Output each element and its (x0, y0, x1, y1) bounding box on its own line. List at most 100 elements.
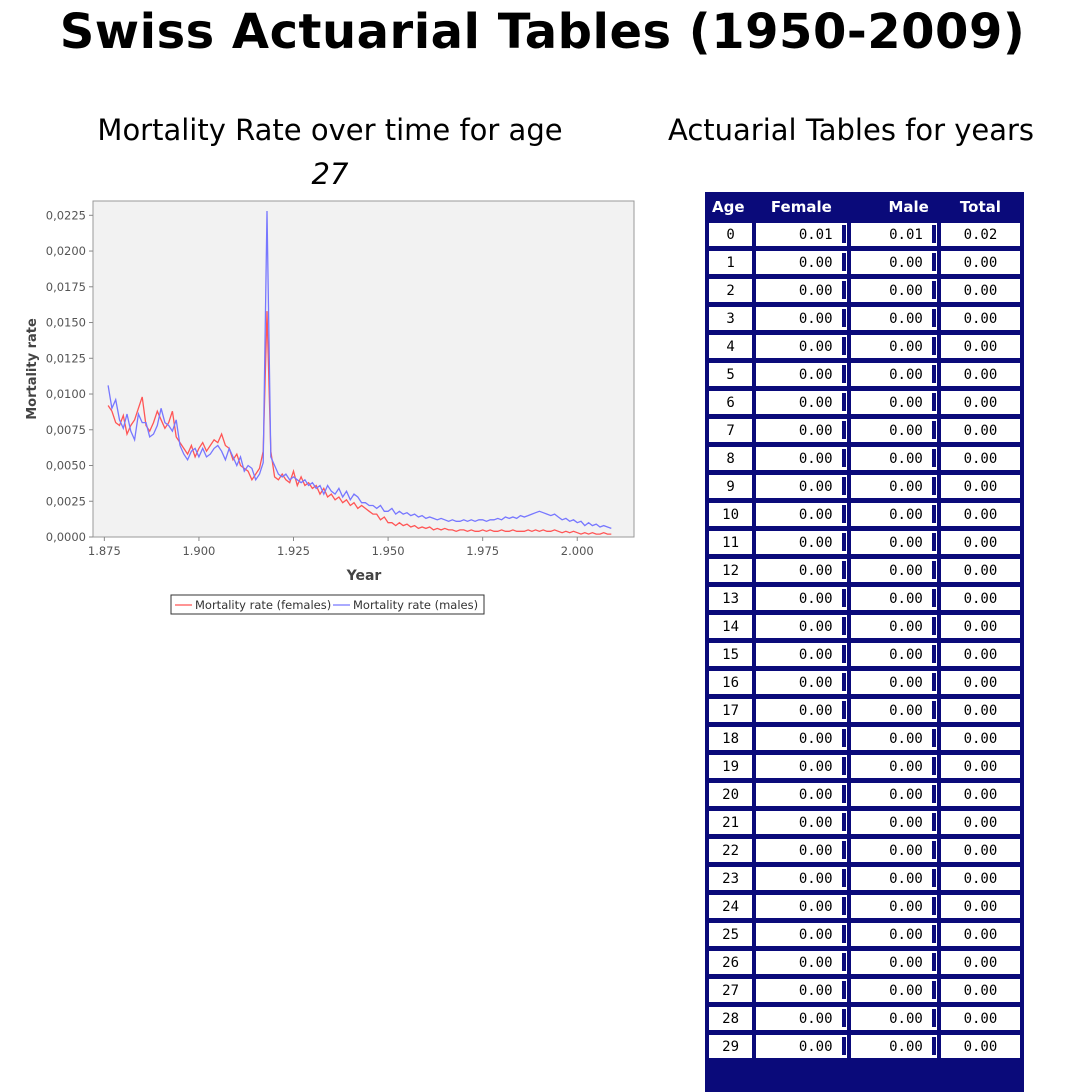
cell-age: 13 (709, 587, 753, 610)
cell-total: 0.00 (940, 559, 1020, 582)
value-bar (841, 869, 846, 887)
cell-female: 0.00 (756, 895, 847, 918)
column-header-female[interactable]: Female (756, 196, 847, 218)
cell-total: 0.00 (940, 419, 1020, 442)
cell-male: 0.00 (850, 643, 937, 666)
mortality-chart: 0,0000 0,0025 0,0050 0,0075 0,0100 0,0125 0,01… (25, 200, 635, 615)
chart-heading: Mortality Rate over time for age 27 (40, 108, 620, 196)
cell-value: 0.00 (889, 338, 923, 355)
table-row: 27 0.00 0.00 0.00 (709, 979, 1020, 1002)
table-row: 10 0.00 0.00 0.00 (709, 503, 1020, 526)
cell-total: 0.00 (940, 839, 1020, 862)
value-bar (931, 505, 936, 523)
table-row: 2 0.00 0.00 0.00 (709, 279, 1020, 302)
table-row: 13 0.00 0.00 0.00 (709, 587, 1020, 610)
value-bar (841, 897, 846, 915)
cell-value: 0.00 (889, 422, 923, 439)
cell-male: 0.00 (850, 391, 937, 414)
cell-value: 0.00 (798, 562, 833, 579)
value-bar (841, 477, 846, 495)
cell-value: 0.00 (798, 1010, 833, 1027)
cell-value: 0.00 (889, 842, 923, 859)
cell-value: 0.00 (889, 702, 923, 719)
cell-total: 0.00 (940, 811, 1020, 834)
cell-value: 0.00 (889, 954, 923, 971)
value-bar (841, 617, 846, 635)
value-bar (841, 673, 846, 691)
legend-label-females: Mortality rate (females) (195, 598, 331, 612)
cell-female: 0.00 (756, 279, 847, 302)
cell-total: 0.00 (940, 279, 1020, 302)
column-header-male[interactable]: Male (850, 196, 937, 218)
cell-age: 28 (709, 1007, 753, 1030)
cell-value: 0.00 (798, 534, 833, 551)
cell-value: 0.00 (798, 758, 833, 775)
cell-female: 0.00 (756, 811, 847, 834)
value-bar (841, 785, 846, 803)
y-tick-label: 0,0200 (46, 244, 86, 258)
page-title: Swiss Actuarial Tables (1950-2009) (59, 4, 1026, 60)
cell-value: 0.00 (889, 1038, 923, 1055)
cell-total: 0.00 (940, 615, 1020, 638)
cell-male: 0.00 (850, 783, 937, 806)
cell-male: 0.00 (850, 587, 937, 610)
cell-value: 0.00 (889, 366, 923, 383)
cell-male: 0.00 (850, 671, 937, 694)
x-tick-label: 1.975 (466, 544, 499, 558)
value-bar (931, 673, 936, 691)
chart-heading-age: 27 (311, 157, 349, 191)
cell-value: 0.00 (798, 954, 833, 971)
cell-male: 0.01 (850, 223, 937, 246)
value-bar (931, 449, 936, 467)
table-row: 15 0.00 0.00 0.00 (709, 643, 1020, 666)
cell-female: 0.00 (756, 671, 847, 694)
value-bar (931, 645, 936, 663)
cell-value: 0.00 (798, 506, 833, 523)
cell-male: 0.00 (850, 1035, 937, 1058)
value-bar (931, 309, 936, 327)
value-bar (931, 925, 936, 943)
cell-age: 27 (709, 979, 753, 1002)
value-bar (931, 477, 936, 495)
cell-female: 0.00 (756, 727, 847, 750)
cell-value: 0.00 (798, 478, 833, 495)
cell-value: 0.00 (889, 758, 923, 775)
cell-age: 29 (709, 1035, 753, 1058)
table-row: 19 0.00 0.00 0.00 (709, 755, 1020, 778)
cell-age: 17 (709, 699, 753, 722)
cell-age: 19 (709, 755, 753, 778)
cell-male: 0.00 (850, 951, 937, 974)
actuarial-table-panel: Age Female Male Total 0 0.01 0.01 0.02 1 0.00… (705, 192, 1024, 1092)
cell-value: 0.00 (798, 338, 833, 355)
value-bar (931, 785, 936, 803)
value-bar (841, 533, 846, 551)
cell-male: 0.00 (850, 531, 937, 554)
y-axis-label: Mortality rate (25, 318, 40, 420)
cell-value: 0.00 (798, 814, 833, 831)
series-line-males (107, 210, 612, 530)
value-bar (931, 813, 936, 831)
cell-female: 0.00 (756, 643, 847, 666)
value-bar (841, 393, 846, 411)
cell-female: 0.00 (756, 475, 847, 498)
y-tick-label: 0,0100 (46, 387, 86, 401)
cell-total: 0.00 (940, 475, 1020, 498)
cell-value: 0.00 (798, 254, 833, 271)
cell-female: 0.00 (756, 979, 847, 1002)
value-bar (931, 617, 936, 635)
cell-male: 0.00 (850, 335, 937, 358)
value-bar (841, 561, 846, 579)
cell-value: 0.00 (798, 1038, 833, 1055)
cell-age: 25 (709, 923, 753, 946)
x-axis-label: Year (346, 568, 382, 584)
column-header-age[interactable]: Age (709, 196, 753, 218)
cell-female: 0.00 (756, 1007, 847, 1030)
table-row: 22 0.00 0.00 0.00 (709, 839, 1020, 862)
cell-total: 0.00 (940, 923, 1020, 946)
cell-total: 0.00 (940, 699, 1020, 722)
column-header-total[interactable]: Total (940, 196, 1020, 218)
y-tick-label: 0,0025 (46, 494, 86, 508)
cell-value: 0.00 (889, 478, 923, 495)
cell-value: 0.00 (889, 450, 923, 467)
cell-male: 0.00 (850, 811, 937, 834)
